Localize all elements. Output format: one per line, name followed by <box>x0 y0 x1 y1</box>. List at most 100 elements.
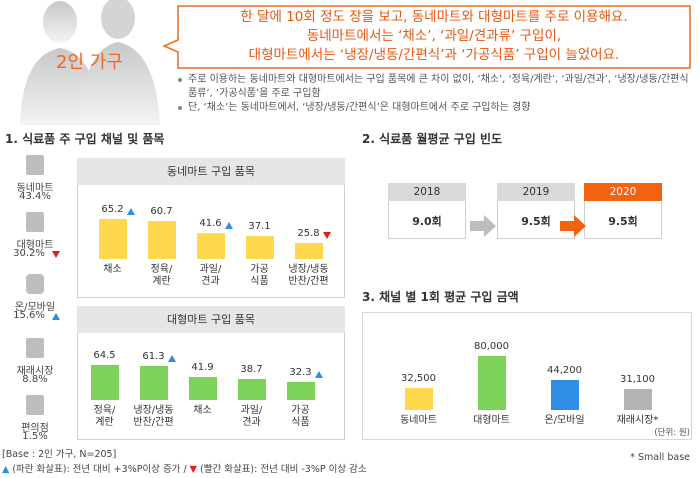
callout-box <box>162 5 691 69</box>
x-tick-label: 채소 <box>103 264 122 275</box>
trend-arrow <box>52 313 60 320</box>
bar <box>294 243 323 259</box>
silhouette <box>20 0 160 125</box>
channel-name: 대형마트 <box>16 240 54 251</box>
arrow-head <box>484 215 496 237</box>
x-tick-label: 냉장/냉동 반찬/간편 <box>288 264 329 287</box>
value-label: 41.6 <box>199 218 222 230</box>
callout-text: 한 달에 10회 정도 장을 보고, 동네마트와 대형마트를 주로 이용해요. 동… <box>178 8 690 65</box>
value-label: 25.8 <box>297 228 320 239</box>
x-tick-label: 온/모바일 <box>544 415 585 426</box>
bullets: 주로 이용하는 동네마트와 대형마트에서는 구입 품목에 큰 차이 없이, ‘채… <box>176 73 696 115</box>
note: * Small base <box>630 452 690 463</box>
x-tick-label: 동네마트 <box>400 415 437 426</box>
x-tick-label: 대형마트 <box>473 415 510 426</box>
bar <box>90 364 119 400</box>
channel-share: 1.5% <box>22 431 48 442</box>
trend-arrow <box>314 371 323 379</box>
value-label: 60.7 <box>150 206 173 218</box>
channel-share: 8.8% <box>22 374 48 385</box>
x-tick-label: 과일/ 견과 <box>199 264 222 287</box>
value-label: 41.9 <box>191 361 214 373</box>
value-label: 80,000 <box>474 341 509 352</box>
bar <box>237 378 266 400</box>
section-title: 1. 식료품 주 구입 채널 및 품목 <box>5 132 165 146</box>
channel-name: 동네마트 <box>16 183 54 194</box>
footer-base: [Base : 2인 가구, N=205] <box>2 449 117 460</box>
bar <box>196 233 225 259</box>
channel-icon <box>26 274 44 294</box>
value-label: 31,100 <box>620 374 655 385</box>
legend-text: (빨간 화살표): 전년 대비 -3%P 이상 감소 <box>196 464 367 475</box>
freq-year: 2020 <box>584 183 662 201</box>
legend-symbol: ▼ <box>189 464 197 475</box>
channel-name: 편의점 <box>21 423 49 434</box>
freq-value: 9.5회 <box>521 215 551 228</box>
x-tick-label: 가공 식품 <box>250 264 269 287</box>
chart-header: 동네마트 구입 품목 <box>77 158 345 185</box>
bullet: 단, ‘채소’는 동네마트에서, ‘냉장/냉동/간편식’은 대형마트에서 주로 … <box>176 101 696 115</box>
channel-share: 30.2% <box>13 248 45 259</box>
value-label: 37.1 <box>248 220 271 232</box>
legend-symbol: ▲ <box>2 464 10 475</box>
freq-value: 9.5회 <box>608 215 638 228</box>
legend-text: (파란 화살표): 전년 대비 +3%P이상 증가 / <box>9 464 190 475</box>
callout-line: 동네마트에서는 ‘채소’, ‘과일/견과류’ 구입이, <box>306 28 562 44</box>
bar <box>139 366 168 400</box>
section-title: 3. 채널 별 1회 평균 구입 금액 <box>362 290 519 304</box>
x-tick-label: 채소 <box>193 405 212 416</box>
bullet-text: 주로 이용하는 동네마트와 대형마트에서는 구입 품목에 큰 차이 없이, ‘채… <box>188 74 689 99</box>
arrow-head <box>574 215 586 237</box>
channel-name: 온/모바일 <box>14 302 56 313</box>
chart-panel <box>362 312 692 440</box>
arrow-shaft <box>560 221 574 231</box>
x-tick-label: 과일/ 견과 <box>240 405 263 428</box>
value-label: 32.3 <box>289 367 312 379</box>
bullet-dot <box>178 78 182 82</box>
bar <box>147 221 176 259</box>
value-label: 44,200 <box>547 365 582 377</box>
value-label: 65.2 <box>101 203 124 215</box>
value-label: 64.5 <box>93 349 116 361</box>
channel-share: 43.4% <box>19 191 51 202</box>
x-tick-label: 가공 식품 <box>291 405 310 428</box>
unit-label: (단위: 원) <box>654 428 690 438</box>
bar <box>188 376 217 400</box>
trend-arrow <box>52 251 60 258</box>
value-label: 38.7 <box>240 363 263 375</box>
bullet: 주로 이용하는 동네마트와 대형마트에서는 구입 품목에 큰 차이 없이, ‘채… <box>176 73 696 101</box>
trend-arrow <box>126 207 135 215</box>
bar <box>477 356 506 410</box>
bar <box>404 388 433 410</box>
channel-share: 15.6% <box>13 310 45 321</box>
x-tick-label: 냉장/냉동 반찬/간편 <box>133 405 174 428</box>
channel-icon <box>26 338 44 358</box>
trend-arrow <box>224 222 233 230</box>
section-title: 2. 식료품 월평균 구입 빈도 <box>362 132 503 146</box>
freq-year: 2019 <box>497 183 575 201</box>
bar <box>98 218 127 259</box>
x-tick-label: 정육/ 계란 <box>93 405 116 428</box>
bar <box>623 389 652 410</box>
channel-icon <box>26 155 44 175</box>
freq-value: 9.0회 <box>412 215 442 228</box>
header-label: 2인 가구 <box>56 52 123 73</box>
callout-line: 한 달에 10회 정도 장을 보고, 동네마트와 대형마트를 주로 이용해요. <box>240 9 628 25</box>
bar <box>245 235 274 259</box>
bar <box>550 380 579 410</box>
value-label: 32,500 <box>401 373 436 385</box>
chart-header: 대형마트 구입 품목 <box>77 306 345 333</box>
channel-icon <box>26 212 44 232</box>
bullet-dot <box>178 106 182 110</box>
footer-legend: ▲ (파란 화살표): 전년 대비 +3%P이상 증가 / ▼ (빨간 화살표)… <box>2 461 367 475</box>
bullet-text: 단, ‘채소’는 동네마트에서, ‘냉장/냉동/간편식’은 대형마트에서 주로 … <box>188 102 531 113</box>
channel-icon <box>26 395 44 415</box>
arrow-shaft <box>470 221 484 231</box>
trend-arrow <box>167 355 176 363</box>
freq-year: 2018 <box>388 183 466 201</box>
channel-name: 재래시장 <box>16 366 54 377</box>
x-tick-label: 정육/ 계란 <box>150 264 173 287</box>
callout-line: 대형마트에서는 ‘냉장/냉동/간편식’과 ‘가공식품’ 구입이 늘었어요. <box>248 47 620 63</box>
bar <box>286 382 315 400</box>
